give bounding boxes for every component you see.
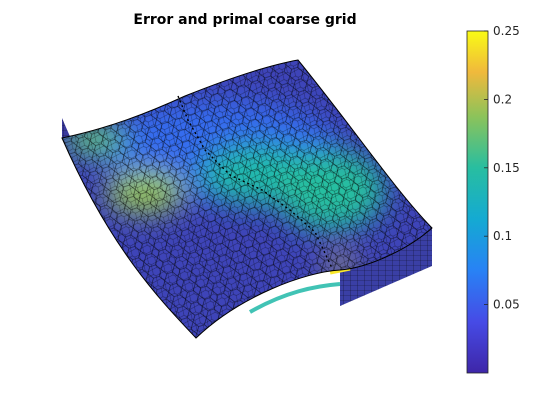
colorbar-tick-label: 0.05 bbox=[493, 298, 520, 312]
colorbar-tick-label: 0.2 bbox=[493, 92, 512, 106]
top-surface bbox=[62, 60, 432, 338]
colorbar: 0.05 0.1 0.15 0.2 0.25 bbox=[466, 24, 520, 374]
mesh-surface bbox=[61, 59, 433, 339]
fault-line bbox=[177, 95, 333, 269]
colorbar-gradient bbox=[467, 31, 488, 373]
colorbar-tick-label: 0.25 bbox=[493, 24, 520, 38]
chart-title: Error and primal coarse grid bbox=[133, 12, 356, 28]
colorbar-tick-label: 0.1 bbox=[493, 229, 512, 243]
colorbar-tick-label: 0.15 bbox=[493, 161, 520, 175]
